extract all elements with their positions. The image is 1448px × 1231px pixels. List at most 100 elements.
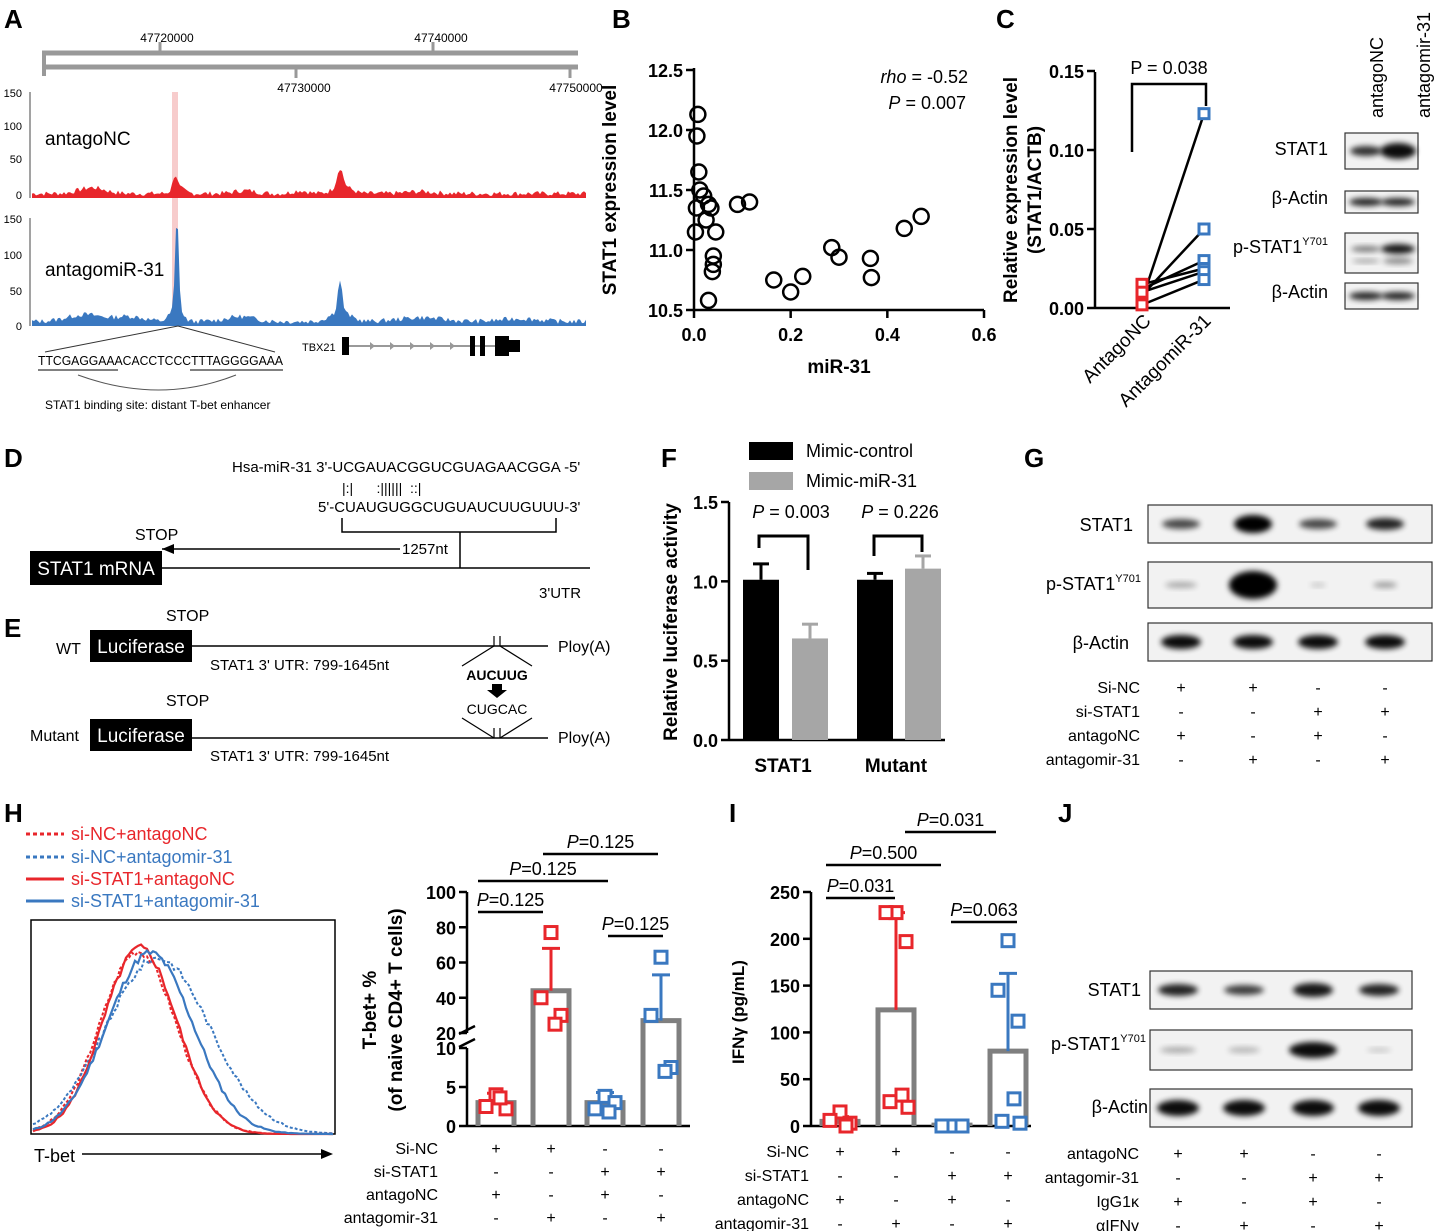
c-pair-line <box>1141 278 1205 306</box>
j-sign: - <box>1175 1218 1180 1231</box>
zoom-line <box>44 325 179 353</box>
c-blot-col-label: antagoNC <box>1367 37 1387 118</box>
i-ytick-label: 0 <box>790 1117 800 1137</box>
i-sign: + <box>1003 1216 1012 1231</box>
j-blot-stat1-band <box>1224 985 1264 995</box>
panel-d-schematic: Hsa-miR-31 3'-UCGAUACGGUCGUAGAACGGA -5' … <box>30 459 590 602</box>
f-bar <box>857 579 893 740</box>
g-blot-pstat1-band <box>1165 582 1197 588</box>
track2-label: antagomiR-31 <box>45 260 164 281</box>
g-sign: + <box>1380 752 1389 769</box>
d-mir-seq: Hsa-miR-31 3'-UCGAUACGGUCGUAGAACGGA -5' <box>232 459 580 476</box>
j-row-label: antagoNC <box>1067 1146 1139 1163</box>
g-blot-label: p-STAT1Y701 <box>1046 573 1141 594</box>
g-sign: - <box>1382 728 1387 745</box>
h-sign: - <box>493 1164 498 1181</box>
j-blot-pstat1-band <box>1289 1042 1337 1058</box>
c-point-antagomir31 <box>1197 273 1211 287</box>
e-seed-wt: AUCUUG <box>466 667 528 683</box>
h-legend-2: si-STAT1+antagoNC <box>71 869 235 889</box>
j-sign: + <box>1173 1194 1182 1211</box>
e-polya-mut: Ploy(A) <box>558 730 610 747</box>
h-sign: + <box>491 1141 500 1158</box>
b-point <box>689 105 707 124</box>
h-bars <box>475 925 682 1126</box>
h-pvalue: P=0.125 <box>477 890 545 910</box>
b-point <box>765 271 783 289</box>
b-xtick-label: 0.6 <box>971 325 996 345</box>
b-ytick-label: 11.0 <box>649 241 683 261</box>
j-sign: + <box>1239 1218 1248 1231</box>
g-sign: + <box>1248 752 1257 769</box>
h-y-ticks: 20 40 60 80 100 0 5 10 <box>426 883 467 1137</box>
panel-label-c: C <box>996 4 1015 34</box>
c-ytick-label: 0.10 <box>1049 141 1084 161</box>
d-pairing: |:| :|||||| ::| <box>342 480 421 496</box>
track1-ytick: 100 <box>4 121 22 133</box>
f-legend-swatch-1 <box>749 472 793 490</box>
h-histogram-frame <box>30 919 336 1135</box>
i-point <box>900 1099 916 1115</box>
i-sign: - <box>837 1216 842 1231</box>
h-sign: - <box>602 1210 607 1227</box>
i-sign: - <box>949 1216 954 1231</box>
j-blot-stat1-band <box>1359 984 1399 996</box>
i-point <box>1012 1115 1028 1131</box>
g-row-label: antagoNC <box>1068 728 1140 745</box>
f-y-label: Relative luciferase activity <box>661 503 682 741</box>
b-point <box>862 268 881 287</box>
b-point <box>688 127 706 145</box>
g-blot-actin-band <box>1298 635 1338 649</box>
h-point <box>657 1063 673 1079</box>
g-blot-pstat1-band <box>1229 571 1277 599</box>
panel-label-a: A <box>4 4 23 34</box>
h-point <box>543 925 559 941</box>
h-point <box>601 1104 617 1120</box>
g-sign: + <box>1380 704 1389 721</box>
j-sign: + <box>1374 1218 1383 1231</box>
c-blot-row-label: β-Actin <box>1272 282 1328 302</box>
c-blot-pstat1-band <box>1383 258 1413 264</box>
i-point <box>1006 1091 1022 1107</box>
track2-ytick: 0 <box>16 321 22 333</box>
e-stop-wt: STOP <box>166 608 209 625</box>
track2-ytick: 50 <box>10 286 22 298</box>
g-blot-stat1-band <box>1162 519 1200 529</box>
h-ytick-label: 0 <box>446 1117 456 1137</box>
h-point <box>492 1090 508 1106</box>
c-ytick-label: 0.15 <box>1049 62 1084 82</box>
b-point <box>912 207 930 226</box>
i-point <box>822 1112 838 1128</box>
zoom-line <box>177 325 276 353</box>
j-sign: - <box>1310 1146 1315 1163</box>
f-y-ticks: 0.0 0.5 1.0 1.5 <box>693 493 729 751</box>
g-blot-pstat1-band <box>1373 582 1397 588</box>
e-luciferase-mut <box>90 719 192 751</box>
i-bar <box>875 1007 917 1126</box>
g-blot-label: STAT1 <box>1080 515 1133 535</box>
i-point <box>934 1118 950 1134</box>
b-point <box>861 249 880 268</box>
g-sign: - <box>1178 704 1183 721</box>
i-point <box>954 1118 970 1134</box>
i-sign: - <box>893 1168 898 1185</box>
g-sign: - <box>1382 680 1387 697</box>
binding-caption: STAT1 binding site: distant T-bet enhanc… <box>45 398 270 412</box>
panel-c-paired: 0.00 0.05 0.10 0.15 Relative expression lev… <box>1001 12 1434 411</box>
b-point <box>794 267 812 286</box>
h-sign: + <box>656 1164 665 1181</box>
i-sign: + <box>891 1216 900 1231</box>
h-hist-arrowhead <box>321 1149 333 1159</box>
c-blot-actin2-band <box>1349 292 1383 300</box>
f-legend-1: Mimic-miR-31 <box>806 471 917 491</box>
h-legend-1: si-NC+antagomir-31 <box>71 847 233 867</box>
f-x-cat-0: STAT1 <box>754 756 812 777</box>
antagomir31-signal-track <box>32 227 586 326</box>
b-xtick-label: 0.0 <box>681 325 706 345</box>
b-rho-annotation: rho = -0.52 <box>880 67 968 87</box>
panel-e-constructs: STOP WT Luciferase Ploy(A) STAT1 3' UTR:… <box>30 608 610 765</box>
peak-highlight <box>172 92 178 326</box>
h-sign: + <box>656 1210 665 1227</box>
b-ytick-label: 12.0 <box>648 121 683 141</box>
h-sign: - <box>548 1187 553 1204</box>
